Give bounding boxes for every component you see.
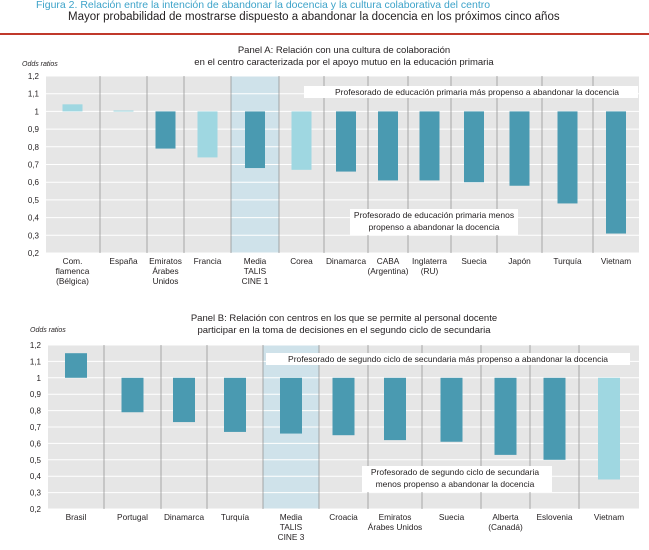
bar (113, 110, 134, 112)
x-tick-label: Francia (194, 256, 222, 266)
y-tick-label: 0,2 (28, 249, 40, 258)
y-tick-label: 0,8 (30, 407, 42, 416)
annotation-above-bg (266, 353, 630, 365)
y-axis-label: Odds ratios (22, 61, 58, 68)
x-tick-label: Suecia (461, 256, 487, 266)
y-tick-label: 1 (35, 107, 40, 116)
figure-subtitle: Mayor probabilidad de mostrarse dispuest… (68, 11, 560, 23)
y-tick-label: 0,6 (30, 439, 42, 448)
y-tick-label: 1,2 (28, 72, 40, 81)
bar (173, 377, 195, 423)
y-tick-label: 0,7 (28, 161, 40, 170)
x-tick-label: Emiratos Árabes Unidos (368, 512, 422, 532)
figure-title: Figura 2. Relación entre la intención de… (36, 0, 491, 11)
bar (509, 111, 530, 186)
y-tick-label: 0,6 (28, 178, 40, 187)
x-tick-label: Corea (290, 256, 313, 266)
y-tick-label: 0,4 (28, 214, 40, 223)
bar (606, 111, 626, 234)
bar (197, 111, 218, 158)
bar (65, 353, 87, 378)
x-tick-label: Suecia (439, 512, 465, 522)
bar (280, 377, 302, 434)
x-tick-label: Brasil (66, 512, 87, 522)
bar (419, 111, 440, 181)
bar (245, 111, 265, 169)
annotation-above: Profesorado de educación primaria más pr… (335, 87, 619, 97)
y-tick-label: 1,2 (30, 341, 42, 350)
bar (291, 111, 312, 170)
y-tick-label: 0,5 (30, 456, 42, 465)
bar (440, 377, 463, 442)
bar (598, 377, 620, 480)
y-tick-label: 0,8 (28, 143, 40, 152)
y-axis-label: Odds ratios (30, 327, 66, 334)
annotation-below: Profesorado de segundo ciclo de secundar… (371, 467, 539, 489)
x-tick-label: España (109, 256, 138, 266)
bar (543, 377, 566, 460)
y-tick-label: 0,3 (28, 231, 40, 240)
bar (224, 377, 246, 432)
x-tick-label: Eslovenia (537, 512, 573, 522)
y-tick-label: 0,2 (30, 505, 42, 514)
bar (464, 111, 484, 183)
y-tick-label: 0,3 (30, 489, 42, 498)
x-tick-label: Vietnam (594, 512, 624, 522)
x-tick-label: Portugal (117, 512, 148, 522)
bar (557, 111, 578, 204)
panel-b: Panel B: Relación con centros en los que… (30, 313, 639, 542)
annotation-below-bg (362, 466, 552, 492)
panel-title: Panel A: Relación con una cultura de col… (194, 45, 494, 68)
x-tick-label: Media TALIS CINE 3 (278, 512, 305, 542)
x-tick-label: Emiratos Árabes Unidos (149, 256, 182, 286)
annotation-below: Profesorado de educación primaria menos p… (354, 210, 514, 232)
panel-title: Panel B: Relación con centros en los que… (191, 313, 497, 336)
x-tick-label: Com. flamenca (Bélgica) (56, 256, 90, 286)
annotation-above: Profesorado de segundo ciclo de secundar… (288, 354, 608, 364)
x-tick-label: Dinamarca (326, 256, 367, 266)
x-tick-label: Alberta (Canadá) (488, 512, 523, 532)
y-tick-label: 1,1 (30, 357, 42, 366)
x-tick-label: Turquía (553, 256, 582, 266)
x-tick-label: Dinamarca (164, 512, 205, 522)
bar (332, 377, 355, 436)
y-tick-label: 0,4 (30, 472, 42, 481)
x-tick-label: Inglaterra (RU) (412, 256, 447, 276)
bar (121, 377, 144, 413)
panel-a: Panel A: Relación con una cultura de col… (22, 45, 639, 286)
x-tick-label: Japón (508, 256, 531, 266)
x-tick-label: Media TALIS CINE 1 (242, 256, 269, 286)
y-tick-label: 0,5 (28, 196, 40, 205)
x-tick-label: CABA (Argentina) (367, 256, 408, 276)
bar (336, 111, 356, 172)
annotation-above-bg (304, 86, 638, 98)
y-tick-label: 1,1 (28, 90, 40, 99)
bar (378, 111, 398, 181)
bar (494, 377, 517, 455)
y-tick-label: 0,7 (30, 423, 42, 432)
y-tick-label: 0,9 (28, 125, 40, 134)
bar (384, 377, 406, 441)
y-tick-label: 0,9 (30, 390, 42, 399)
x-tick-label: Vietnam (601, 256, 631, 266)
x-tick-label: Turquía (221, 512, 250, 522)
bar (155, 111, 176, 149)
bar (62, 104, 83, 112)
annotation-below-bg (350, 209, 518, 235)
x-tick-label: Croacia (329, 512, 358, 522)
y-tick-label: 1 (37, 374, 42, 383)
header-rule (0, 33, 649, 35)
